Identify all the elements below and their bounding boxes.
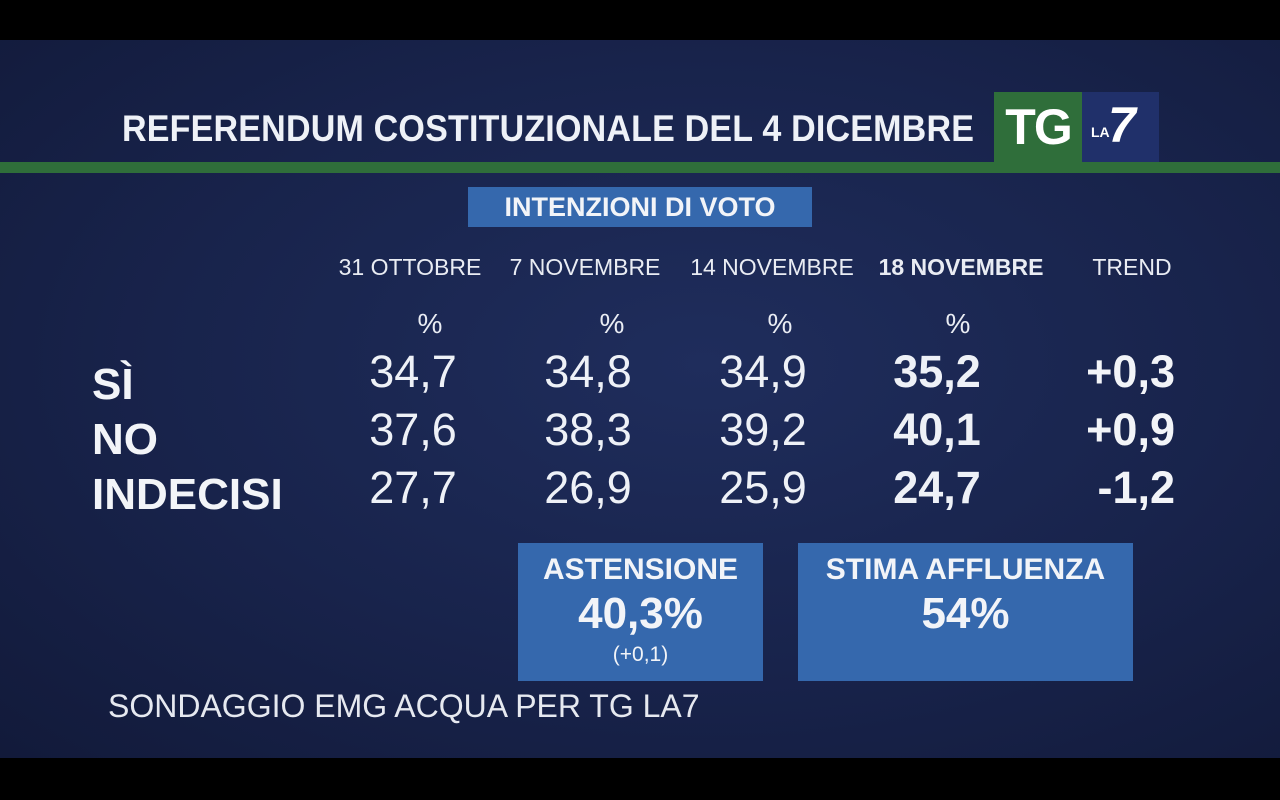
percent-marker: % xyxy=(767,308,793,339)
affluenza-label: STIMA AFFLUENZA xyxy=(825,553,1106,586)
row-label-indecisi: INDECISI xyxy=(92,470,283,519)
column-header: 31 OTTOBRE xyxy=(338,254,482,280)
column-header: 7 NOVEMBRE xyxy=(509,254,661,280)
astensione-box: ASTENSIONE 40,3% (+0,1) xyxy=(518,543,763,681)
trend-cell: +0,9 xyxy=(1086,404,1175,455)
trend-cell: +0,3 xyxy=(1086,346,1175,397)
page-title: REFERENDUM COSTITUZIONALE DEL 4 DICEMBRE xyxy=(122,108,975,149)
astensione-label: ASTENSIONE xyxy=(542,553,739,586)
affluenza-box: STIMA AFFLUENZA 54% xyxy=(798,543,1133,681)
table-cell: 25,9 xyxy=(719,462,807,513)
row-label-si: SÌ xyxy=(92,360,134,409)
percent-marker: % xyxy=(599,308,625,339)
trend-cell: -1,2 xyxy=(1097,462,1175,513)
green-stripe xyxy=(0,162,1280,173)
section-badge: INTENZIONI DI VOTO xyxy=(468,187,812,227)
table-cell: 39,2 xyxy=(719,404,807,455)
tg-la7-logo: TG LA 7 xyxy=(994,92,1159,162)
table-cell-latest: 35,2 xyxy=(893,346,981,397)
logo-la-text: LA xyxy=(1091,124,1110,140)
percent-marker: % xyxy=(945,308,971,339)
logo-seven-text: 7 xyxy=(1108,97,1136,153)
table-cell: 37,6 xyxy=(369,404,457,455)
astensione-value: 40,3% xyxy=(578,589,703,638)
table-cell: 26,9 xyxy=(544,462,632,513)
table-cell: 27,7 xyxy=(369,462,457,513)
table-cell: 34,9 xyxy=(719,346,807,397)
column-header-latest: 18 NOVEMBRE xyxy=(878,254,1044,280)
table-cell-latest: 40,1 xyxy=(893,404,981,455)
logo-la7: LA 7 xyxy=(1082,92,1159,162)
column-header-trend: TREND xyxy=(1092,254,1172,280)
column-header: 14 NOVEMBRE xyxy=(690,254,854,280)
percent-marker: % xyxy=(417,308,443,339)
logo-tg: TG xyxy=(994,92,1082,162)
source-note: SONDAGGIO EMG ACQUA PER TG LA7 xyxy=(108,688,700,724)
table-cell: 34,7 xyxy=(369,346,457,397)
table-cell: 34,8 xyxy=(544,346,632,397)
affluenza-value: 54% xyxy=(921,589,1010,638)
astensione-change: (+0,1) xyxy=(612,643,669,666)
table-cell: 38,3 xyxy=(544,404,632,455)
broadcast-graphic: REFERENDUM COSTITUZIONALE DEL 4 DICEMBRE… xyxy=(0,40,1280,758)
table-cell-latest: 24,7 xyxy=(893,462,981,513)
row-label-no: NO xyxy=(92,415,158,464)
